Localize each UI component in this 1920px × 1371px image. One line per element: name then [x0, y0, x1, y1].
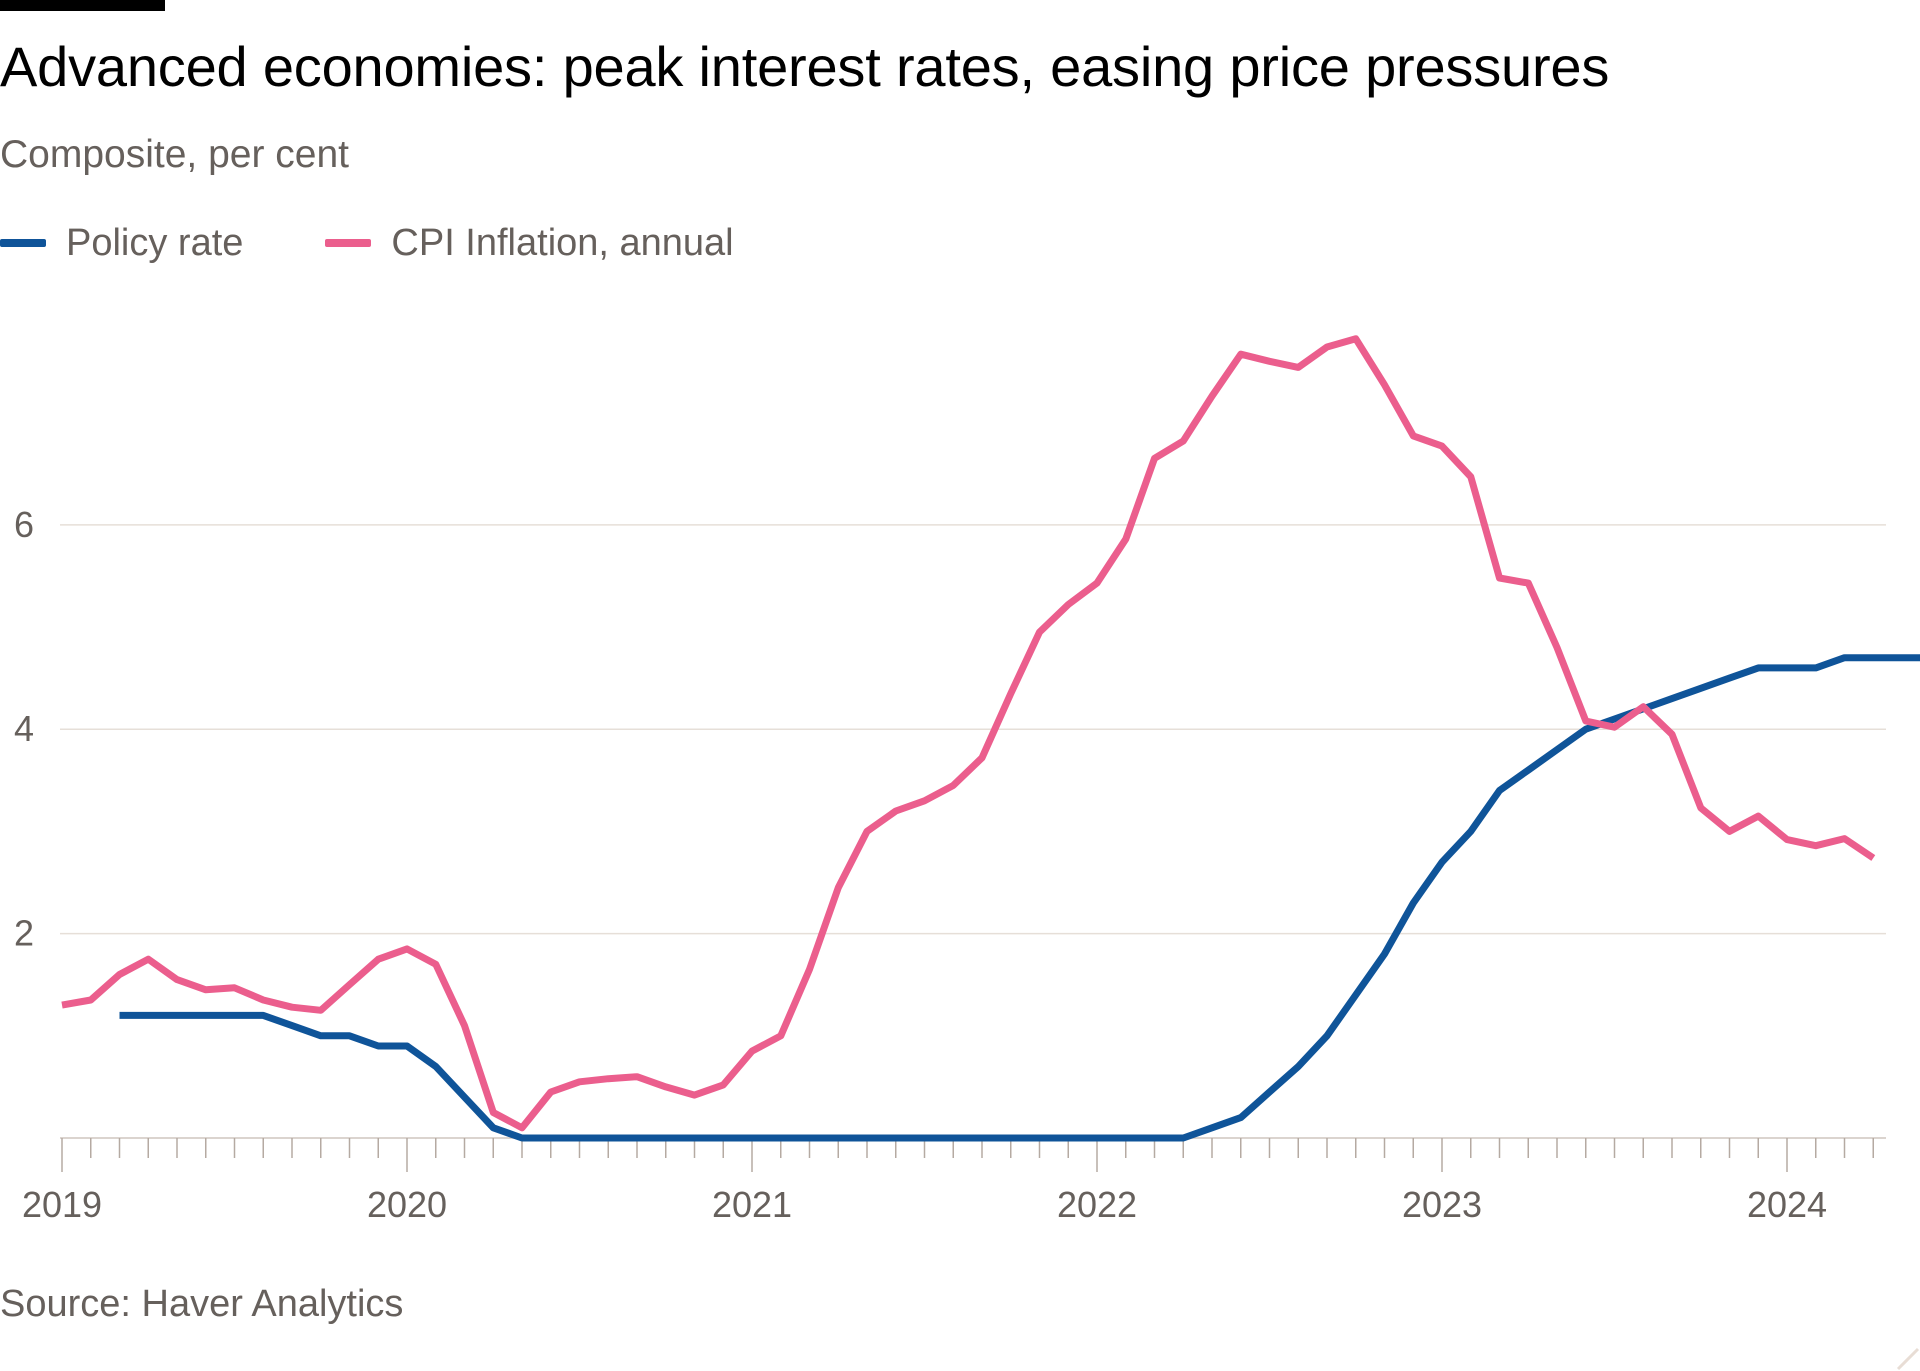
- x-tick-label: 2019: [22, 1184, 102, 1225]
- legend-swatch-cpi-inflation: [325, 239, 372, 247]
- legend-label-policy-rate: Policy rate: [66, 221, 244, 264]
- legend-item-cpi-inflation: CPI Inflation, annual: [325, 221, 734, 265]
- x-tick-label: 2021: [712, 1184, 792, 1225]
- resize-grip-icon: [1896, 1347, 1920, 1371]
- y-tick-label: 2: [14, 913, 34, 954]
- legend-item-policy-rate: Policy rate: [0, 222, 243, 265]
- x-tick-label: 2023: [1402, 1184, 1482, 1225]
- x-tick-label: 2022: [1057, 1184, 1137, 1225]
- y-tick-label: 6: [14, 504, 34, 545]
- chart-subtitle: Composite, per cent: [0, 133, 350, 176]
- series-line-cpi-inflation: [61, 335, 1876, 1132]
- series-line-policy-rate: [119, 654, 1920, 1142]
- x-tick-label: 2024: [1747, 1184, 1827, 1225]
- y-tick-label: 4: [14, 708, 34, 749]
- chart-title: Advanced economies: peak interest rates,…: [0, 35, 1610, 98]
- legend-label-cpi-inflation: CPI Inflation, annual: [391, 221, 734, 264]
- legend-swatch-policy-rate: [0, 239, 46, 247]
- legend: Policy rate CPI Inflation, annual: [0, 218, 816, 268]
- brand-bar: [0, 0, 165, 11]
- source-note: Source: Haver Analytics: [0, 1283, 404, 1325]
- x-tick-label: 2020: [367, 1184, 447, 1225]
